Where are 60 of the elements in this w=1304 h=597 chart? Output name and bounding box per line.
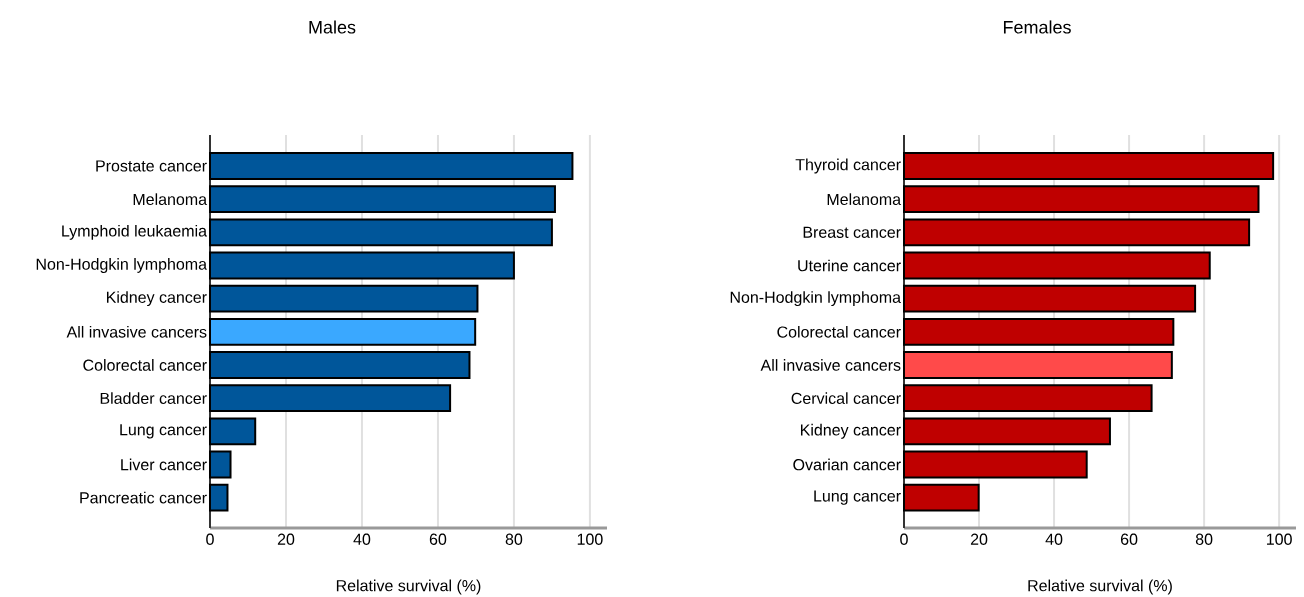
bar — [209, 351, 471, 379]
bar — [903, 284, 1197, 313]
bar — [903, 317, 1175, 346]
x-tick-label: 0 — [206, 533, 214, 545]
bar — [903, 450, 1088, 479]
bar — [209, 417, 257, 446]
bar — [903, 218, 1251, 247]
x-tick-label: 20 — [277, 533, 295, 545]
y-tick-label: Thyroid cancer — [795, 158, 901, 174]
chart-title: Males — [309, 20, 356, 34]
y-tick-label: Ovarian cancer — [793, 458, 901, 471]
y-tick-label: Lung cancer — [120, 424, 207, 439]
y-tick-label: Non-Hodgkin lymphoma — [730, 291, 902, 307]
x-tick-label: 0 — [900, 533, 908, 545]
y-tick-label: Melanoma — [133, 193, 208, 206]
bar — [209, 384, 452, 413]
bar — [903, 351, 1173, 379]
y-tick-label: Uterine cancer — [798, 259, 901, 272]
bar — [209, 284, 479, 313]
bar — [209, 152, 574, 180]
bar — [209, 450, 232, 479]
bar — [209, 483, 229, 512]
y-tick-label: Prostate cancer — [96, 160, 207, 172]
y-tick-label: Breast cancer — [803, 226, 901, 238]
bar — [903, 417, 1111, 446]
x-axis-title: Relative survival (%) — [1028, 579, 1172, 595]
y-tick-label: Kidney cancer — [801, 423, 901, 439]
y-tick-label: Bladder cancer — [100, 392, 207, 405]
bar — [903, 185, 1260, 214]
bar — [903, 483, 980, 512]
y-tick-label: Liver cancer — [121, 458, 207, 471]
chart-title: Females — [1003, 20, 1071, 34]
x-tick-label: 80 — [1195, 533, 1213, 545]
x-tick-label: 20 — [970, 533, 988, 545]
y-tick-label: Melanoma — [827, 193, 902, 206]
x-tick-label: 100 — [577, 533, 603, 545]
x-tick-label: 100 — [1266, 533, 1292, 545]
x-tick-label: 80 — [505, 533, 523, 545]
bar — [209, 251, 515, 280]
y-tick-label: Kidney cancer — [106, 291, 207, 307]
y-tick-label: Lymphoid leukaemia — [62, 224, 208, 240]
y-tick-label: Non-Hodgkin lymphoma — [36, 258, 208, 273]
bar — [209, 317, 477, 346]
y-tick-label: All invasive cancers — [66, 325, 207, 338]
y-tick-label: All invasive cancers — [760, 359, 901, 371]
y-tick-label: Cervical cancer — [791, 392, 901, 405]
x-tick-label: 60 — [1121, 533, 1138, 545]
bar — [209, 185, 556, 214]
y-tick-label: Colorectal cancer — [83, 359, 207, 371]
bar — [903, 251, 1211, 280]
bar — [209, 218, 553, 247]
x-tick-label: 60 — [429, 533, 447, 545]
y-tick-label: Pancreatic cancer — [80, 491, 207, 504]
bar — [903, 152, 1275, 180]
x-tick-label: 40 — [353, 533, 371, 545]
y-tick-label: Lung cancer — [814, 490, 901, 505]
x-axis-title: Relative survival (%) — [336, 579, 481, 595]
bar — [903, 384, 1153, 413]
x-tick-label: 40 — [1045, 533, 1063, 545]
y-tick-label: Colorectal cancer — [777, 325, 901, 338]
